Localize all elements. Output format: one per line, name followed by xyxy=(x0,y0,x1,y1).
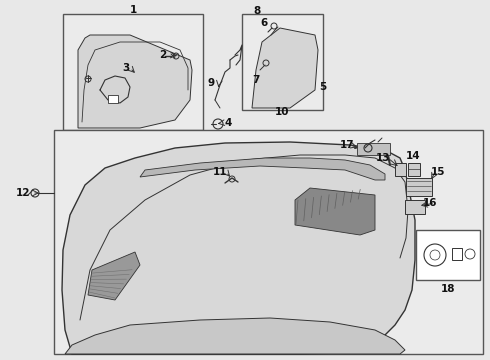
Bar xyxy=(405,200,425,214)
Text: 15: 15 xyxy=(431,167,445,177)
Bar xyxy=(416,230,480,280)
Text: 5: 5 xyxy=(319,82,327,92)
Bar xyxy=(242,14,323,110)
Text: 10: 10 xyxy=(275,107,289,117)
Polygon shape xyxy=(88,252,140,300)
Text: 12: 12 xyxy=(16,188,30,198)
Bar xyxy=(408,163,420,176)
Bar xyxy=(54,130,483,354)
Text: 8: 8 xyxy=(253,6,261,16)
Bar xyxy=(63,14,203,130)
Text: 4: 4 xyxy=(224,118,232,128)
Text: 6: 6 xyxy=(260,18,268,28)
Polygon shape xyxy=(215,325,280,338)
Bar xyxy=(406,178,432,196)
Text: 7: 7 xyxy=(252,75,260,85)
Polygon shape xyxy=(140,158,385,180)
Polygon shape xyxy=(78,35,192,128)
Text: 11: 11 xyxy=(213,167,227,177)
Bar xyxy=(395,163,406,176)
Polygon shape xyxy=(295,188,375,235)
Text: 3: 3 xyxy=(122,63,130,73)
Bar xyxy=(108,95,118,103)
Text: 13: 13 xyxy=(376,153,390,163)
Polygon shape xyxy=(62,142,415,354)
Text: 14: 14 xyxy=(406,151,420,161)
Polygon shape xyxy=(252,28,318,108)
Text: 2: 2 xyxy=(159,50,167,60)
Bar xyxy=(357,143,390,155)
Bar xyxy=(452,248,462,260)
Text: 16: 16 xyxy=(423,198,437,208)
Text: 18: 18 xyxy=(441,284,455,294)
Text: 17: 17 xyxy=(340,140,354,150)
Text: 1: 1 xyxy=(129,5,137,15)
Polygon shape xyxy=(65,318,405,354)
Text: 9: 9 xyxy=(207,78,215,88)
